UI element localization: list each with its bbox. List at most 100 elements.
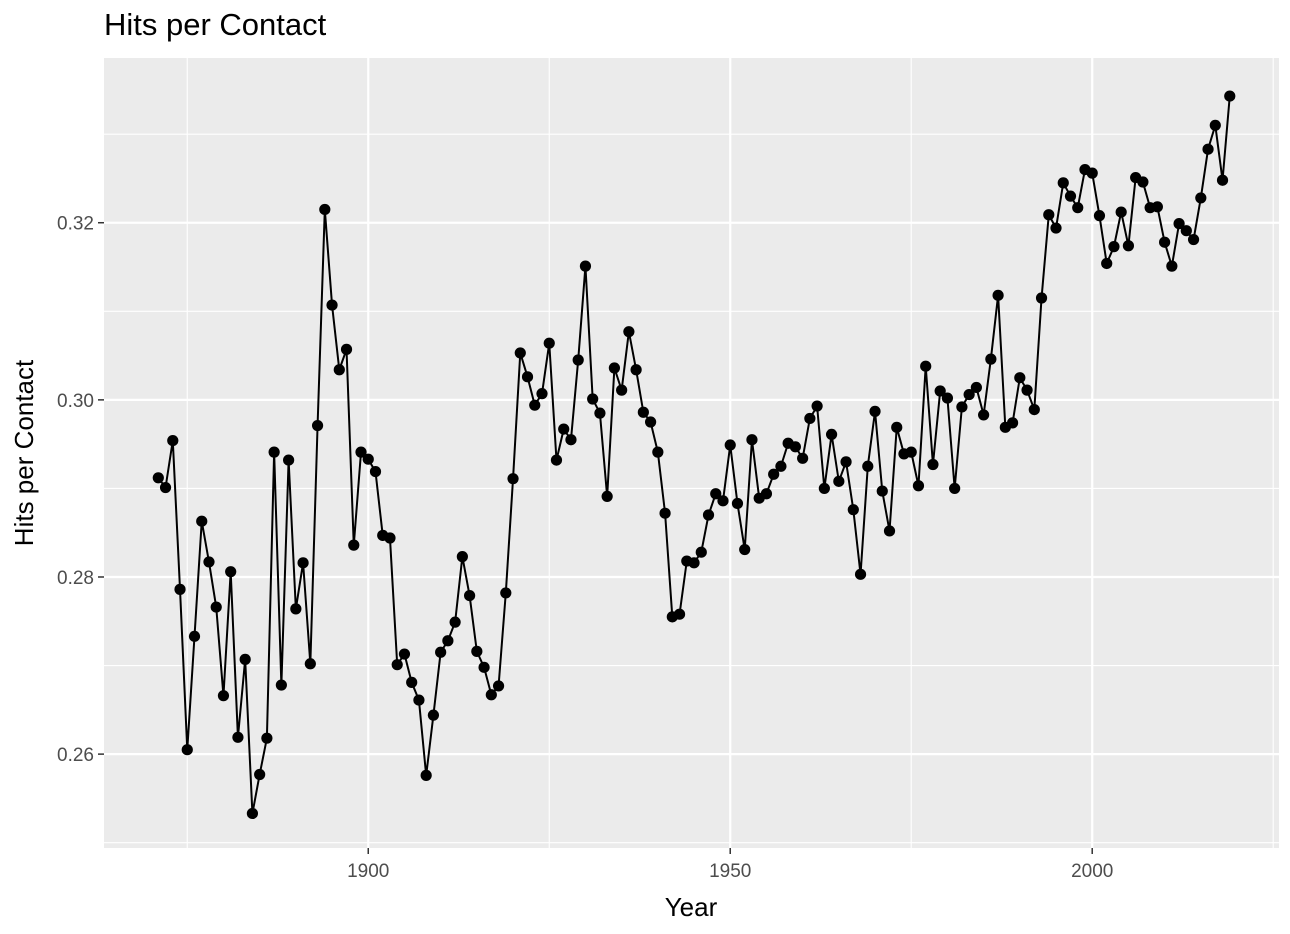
data-point bbox=[507, 473, 519, 485]
data-point bbox=[492, 680, 505, 692]
data-point bbox=[514, 347, 526, 359]
data-point bbox=[883, 525, 896, 537]
data-point bbox=[340, 343, 353, 355]
data-point bbox=[558, 423, 570, 435]
data-point bbox=[645, 416, 657, 428]
x-tick-label: 2000 bbox=[1071, 861, 1113, 882]
data-point bbox=[210, 601, 222, 613]
data-point bbox=[1180, 225, 1192, 237]
data-point bbox=[702, 509, 715, 521]
data-point bbox=[181, 744, 193, 756]
data-point bbox=[1057, 177, 1069, 189]
data-point bbox=[485, 689, 497, 701]
data-point bbox=[912, 480, 925, 492]
data-point bbox=[355, 446, 367, 458]
data-point bbox=[811, 400, 823, 412]
data-point bbox=[398, 648, 411, 660]
y-tick-label: 0.32 bbox=[57, 214, 94, 235]
data-point bbox=[420, 769, 432, 781]
data-point bbox=[862, 460, 874, 472]
data-point bbox=[630, 364, 642, 376]
data-point bbox=[623, 326, 635, 338]
data-point bbox=[283, 454, 295, 466]
data-point bbox=[333, 364, 345, 376]
data-point bbox=[1028, 404, 1040, 416]
data-point bbox=[225, 566, 237, 578]
data-point bbox=[217, 690, 230, 702]
data-point bbox=[1151, 201, 1163, 213]
data-point bbox=[1137, 176, 1149, 188]
data-point bbox=[746, 434, 758, 446]
data-point bbox=[406, 676, 418, 688]
data-point bbox=[695, 546, 707, 558]
chart-title: Hits per Contact bbox=[104, 7, 327, 42]
data-point bbox=[970, 381, 982, 394]
data-point bbox=[739, 543, 751, 556]
data-point bbox=[297, 557, 309, 569]
data-point bbox=[362, 453, 374, 465]
data-point bbox=[833, 475, 845, 487]
data-point bbox=[941, 392, 954, 404]
data-point bbox=[789, 441, 801, 453]
data-point bbox=[521, 371, 534, 383]
data-point bbox=[246, 807, 259, 820]
x-axis: 1900 1950 2000 bbox=[347, 848, 1113, 882]
data-point bbox=[637, 406, 649, 418]
grid bbox=[104, 58, 1279, 848]
data-point bbox=[449, 616, 461, 628]
data-point bbox=[673, 608, 686, 620]
data-point bbox=[254, 768, 266, 781]
data-point bbox=[601, 490, 613, 502]
data-point bbox=[1202, 143, 1214, 155]
data-point bbox=[1122, 240, 1135, 252]
data-point bbox=[956, 401, 968, 413]
data-point bbox=[304, 658, 316, 670]
data-point bbox=[891, 421, 903, 433]
data-point bbox=[949, 482, 961, 495]
data-point bbox=[290, 603, 302, 615]
data-point bbox=[616, 384, 628, 396]
data-point bbox=[464, 589, 476, 602]
data-point bbox=[188, 630, 201, 642]
data-point bbox=[565, 434, 577, 446]
data-point bbox=[854, 568, 867, 580]
data-point bbox=[268, 446, 280, 458]
data-point bbox=[1021, 384, 1033, 396]
data-point bbox=[1187, 233, 1200, 246]
data-point bbox=[927, 458, 939, 471]
data-point bbox=[152, 472, 164, 484]
data-point bbox=[847, 504, 859, 516]
data-point bbox=[536, 388, 548, 400]
data-point bbox=[1064, 190, 1077, 202]
data-point bbox=[1173, 218, 1185, 230]
data-point bbox=[724, 439, 736, 451]
data-point bbox=[456, 551, 468, 563]
data-point bbox=[1159, 236, 1171, 248]
data-point bbox=[1108, 241, 1120, 253]
data-point bbox=[1035, 292, 1048, 304]
data-point bbox=[1209, 119, 1221, 131]
plot-panel bbox=[104, 58, 1279, 848]
data-point bbox=[594, 407, 606, 419]
data-point bbox=[978, 409, 990, 421]
data-point bbox=[710, 488, 722, 500]
data-point bbox=[840, 456, 852, 468]
data-point bbox=[1216, 174, 1229, 186]
data-point bbox=[572, 354, 584, 366]
series-group bbox=[152, 90, 1236, 820]
data-point bbox=[167, 435, 179, 447]
data-point bbox=[963, 388, 975, 401]
data-point bbox=[804, 412, 816, 425]
data-point bbox=[442, 635, 454, 647]
data-point bbox=[688, 557, 700, 569]
data-point bbox=[311, 419, 324, 432]
data-point bbox=[920, 360, 932, 372]
data-point bbox=[797, 452, 809, 464]
x-tick-label: 1950 bbox=[709, 861, 751, 882]
data-point bbox=[275, 679, 287, 691]
data-point bbox=[608, 362, 621, 374]
data-point bbox=[775, 460, 787, 472]
data-point bbox=[384, 532, 396, 544]
data-point bbox=[768, 468, 780, 480]
